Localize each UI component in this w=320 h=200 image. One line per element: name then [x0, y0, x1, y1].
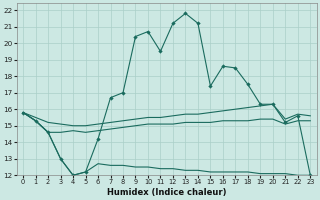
X-axis label: Humidex (Indice chaleur): Humidex (Indice chaleur)	[107, 188, 227, 197]
